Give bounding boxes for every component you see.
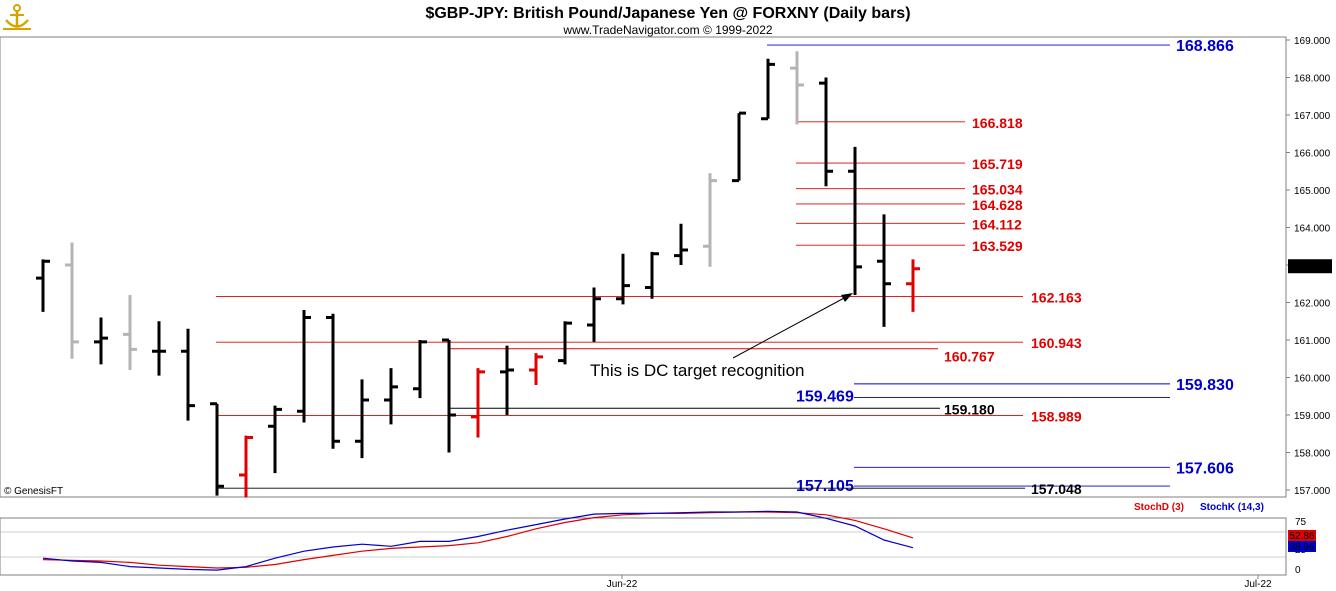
logo — [3, 4, 31, 30]
price-tick-label: 165.000 — [1294, 186, 1331, 197]
ohlc-bar — [413, 340, 427, 399]
level-label: 158.989 — [1031, 408, 1082, 424]
level-label: 160.767 — [944, 349, 995, 365]
ohlc-bar — [790, 51, 804, 125]
ohlc-bar — [674, 223, 688, 265]
annotation-text: This is DC target recognition — [590, 361, 804, 380]
ohlc-bar — [732, 111, 746, 183]
stoch-k-last-box — [1288, 541, 1316, 552]
ohlc-bar — [616, 253, 630, 305]
annotation-arrow-head — [841, 293, 853, 302]
stoch-legend-k: StochK (14,3) — [1200, 502, 1264, 513]
level-label: 166.818 — [972, 115, 1023, 131]
ohlc-bar — [529, 353, 543, 385]
price-tick-label: 162.000 — [1294, 299, 1331, 310]
price-bars — [36, 51, 920, 498]
stoch-d-last-box — [1288, 530, 1316, 541]
last-price-box — [1288, 259, 1332, 274]
ohlc-bar — [326, 313, 340, 449]
chart-title: $GBP-JPY: British Pound/Japanese Yen @ F… — [425, 5, 910, 22]
ohlc-bar — [297, 310, 311, 423]
price-panel — [0, 36, 1287, 498]
annotation: This is DC target recognition — [590, 293, 853, 380]
level-label: 164.112 — [972, 216, 1022, 232]
ohlc-bar — [123, 295, 137, 370]
ohlc-bar — [442, 338, 456, 453]
price-tick-label: 160.000 — [1294, 374, 1331, 385]
ohlc-bar — [471, 368, 485, 438]
ohlc-bar — [268, 405, 282, 474]
level-label: 159.830 — [1176, 377, 1234, 394]
price-tick-label: 159.000 — [1294, 411, 1331, 422]
annotation-arrow-line — [732, 296, 847, 359]
ohlc-bar — [761, 58, 775, 121]
stoch-k-last-label: 38.96 — [1289, 542, 1314, 553]
level-label: 165.719 — [972, 156, 1023, 172]
last-price-label: 162.967 — [1292, 262, 1329, 273]
level-label: 163.529 — [972, 238, 1023, 254]
level-label: 157.048 — [1031, 481, 1082, 497]
ohlc-bar — [355, 379, 369, 459]
ohlc-bar — [819, 77, 833, 187]
ohlc-bar — [210, 402, 224, 496]
price-tick-label: 158.000 — [1294, 449, 1331, 460]
level-label: 168.866 — [1176, 38, 1234, 55]
last-price-marker: 162.967 — [1288, 259, 1332, 274]
x-tick-label-jul: Jul-22 — [1244, 579, 1272, 590]
ohlc-bar — [558, 321, 572, 365]
stoch-tick-75: 75 — [1295, 517, 1307, 528]
price-tick-label: 164.000 — [1294, 224, 1331, 235]
price-tick-label: 166.000 — [1294, 149, 1331, 160]
stoch-d-line — [42, 511, 914, 569]
ohlc-bar — [384, 368, 398, 425]
ohlc-bar — [94, 317, 108, 365]
stoch-d-last-label: 52.86 — [1289, 531, 1314, 542]
ohlc-bar — [239, 435, 253, 498]
level-label: 157.606 — [1176, 460, 1234, 477]
stoch-k-line — [42, 510, 914, 571]
stoch-tick-0: 0 — [1295, 565, 1301, 576]
price-tick-label: 167.000 — [1294, 111, 1331, 122]
price-tick-label: 168.000 — [1294, 74, 1331, 85]
x-tick-label-jun: Jun-22 — [607, 579, 638, 590]
ohlc-bar — [848, 146, 862, 295]
genesis-watermark: © GenesisFT — [4, 486, 63, 497]
stoch-legend-d: StochD (3) — [1134, 502, 1184, 513]
chart-subtitle: www.TradeNavigator.com © 1999-2022 — [562, 23, 772, 37]
ohlc-bar — [587, 287, 601, 342]
ohlc-bar — [500, 345, 514, 415]
level-label: 159.469 — [796, 388, 854, 405]
ohlc-bar — [65, 242, 79, 359]
ohlc-bar — [645, 251, 659, 299]
level-label: 165.034 — [972, 182, 1023, 198]
price-tick-label: 157.000 — [1294, 486, 1331, 497]
ohlc-bar — [703, 173, 717, 267]
ohlc-bar — [36, 259, 50, 312]
level-label: 159.180 — [944, 401, 995, 417]
ohlc-bar — [877, 214, 891, 327]
ohlc-bar — [181, 328, 195, 421]
price-tick-label: 169.000 — [1294, 36, 1331, 47]
level-label: 162.163 — [1031, 289, 1082, 305]
anchor-logo-icon — [3, 4, 31, 30]
level-label: 157.105 — [796, 478, 854, 495]
level-label: 164.628 — [972, 197, 1023, 213]
level-label: 160.943 — [1031, 335, 1082, 351]
ohlc-bar — [152, 321, 166, 376]
ohlc-bar — [906, 259, 920, 312]
price-tick-label: 161.000 — [1294, 336, 1331, 347]
